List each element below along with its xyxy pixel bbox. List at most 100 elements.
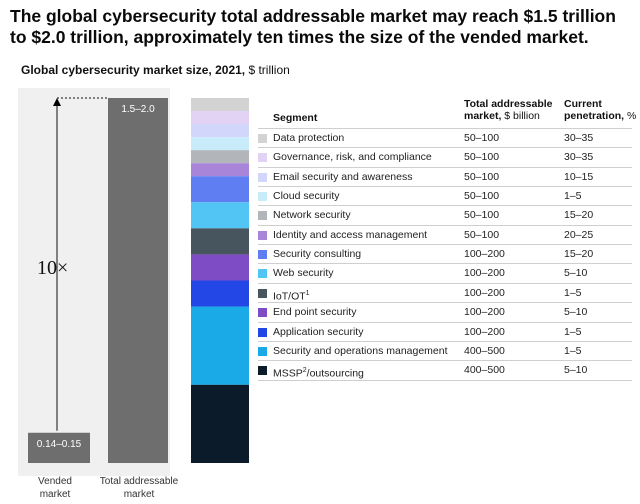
segment-penetration: 30–35 <box>564 151 594 164</box>
segment-swatch <box>258 288 267 298</box>
stack-segment-6 <box>191 163 249 177</box>
bar-total-addressable-market <box>108 98 168 463</box>
table-divider <box>258 360 632 362</box>
segment-name-text: Cloud security <box>273 190 340 203</box>
segment-name: Web security <box>273 264 334 283</box>
segment-tam: 100–200 <box>464 248 505 261</box>
table-divider <box>258 282 632 284</box>
table-divider <box>258 166 632 168</box>
category-label-line1: Vended <box>38 476 72 487</box>
segment-swatch <box>258 153 267 163</box>
table-divider <box>258 379 632 381</box>
segment-tam: 400–500 <box>464 364 505 377</box>
segment-penetration: 1–5 <box>564 344 582 357</box>
segment-penetration: 1–5 <box>564 190 582 203</box>
headline: The global cybersecurity total addressab… <box>10 6 616 47</box>
header-penetration: Current penetration, % <box>564 98 636 122</box>
header-tam: Total addressable market, $ billion <box>464 98 553 122</box>
segment-name: IoT/OT1 <box>273 284 310 307</box>
segment-name: Identity and access management <box>273 226 427 245</box>
segment-name-text: End point security <box>273 306 357 319</box>
segment-tam: 50–100 <box>464 209 500 222</box>
subtitle-unit: $ trillion <box>248 63 290 77</box>
segment-name-text: IoT/OT <box>273 290 306 303</box>
footnote-marker: 2 <box>302 367 307 375</box>
segment-penetration: 1–5 <box>564 325 582 338</box>
table-divider <box>258 302 632 304</box>
segment-tam: 50–100 <box>464 190 500 203</box>
table-row: Cloud security 50–100 1–5 <box>258 187 640 206</box>
table-divider <box>258 128 632 129</box>
category-label-line2: market <box>124 489 155 500</box>
segment-name-text: Network security <box>273 209 351 222</box>
table-divider <box>258 186 632 188</box>
stack-segment-10 <box>191 254 249 281</box>
segment-name-text: MSSP <box>273 367 303 380</box>
footnote-marker: 1 <box>305 289 310 297</box>
chart-subtitle: Global cybersecurity market size, 2021, … <box>21 63 290 77</box>
table-divider <box>258 205 632 207</box>
segment-name-text: Security and operations management <box>273 344 448 357</box>
segment-name: Application security <box>273 323 363 342</box>
segment-penetration: 15–20 <box>564 248 594 261</box>
header-pen-line1: Current <box>564 98 602 110</box>
header-pen-line2: penetration, % <box>564 110 636 122</box>
segment-swatch <box>258 230 267 240</box>
segment-name-text: Security consulting <box>273 248 362 261</box>
segment-tam: 400–500 <box>464 344 505 357</box>
table-divider <box>258 244 632 246</box>
segment-swatch <box>258 346 267 356</box>
segment-tam: 100–200 <box>464 267 505 280</box>
stack-segment-4 <box>191 137 249 151</box>
segment-swatch <box>258 269 267 279</box>
segment-tam: 50–100 <box>464 151 500 164</box>
table-divider <box>258 147 632 149</box>
segment-name: Email security and awareness <box>273 168 412 187</box>
segment-name-text: Email security and awareness <box>273 170 413 183</box>
segment-tam: 50–100 <box>464 132 500 144</box>
multiplier-arrowhead <box>53 98 61 106</box>
segment-swatch <box>258 134 267 143</box>
table-row: Web security 100–200 5–10 <box>258 264 640 283</box>
stack-segment-12 <box>191 306 249 385</box>
segment-name: Cloud security <box>273 187 340 206</box>
table-divider <box>258 340 632 342</box>
segment-name: Governance, risk, and compliance <box>273 148 432 167</box>
segment-penetration: 10–15 <box>564 170 594 183</box>
segment-name: Security and operations management <box>273 342 448 361</box>
segment-name-text: Application security <box>273 325 364 338</box>
stack-segment-2 <box>191 111 249 125</box>
segment-name: End point security <box>273 303 356 322</box>
value-label-vended: 0.14–0.15 <box>37 439 82 450</box>
table-row: Governance, risk, and compliance 50–100 30… <box>258 148 640 167</box>
segment-swatch <box>258 211 267 221</box>
segment-penetration: 30–35 <box>564 132 594 144</box>
segment-tam: 100–200 <box>464 286 505 299</box>
header-tam-unit: $ billion <box>504 110 540 122</box>
stack-segment-1 <box>191 98 249 112</box>
segment-penetration: 1–5 <box>564 286 582 299</box>
header-tam-line1: Total addressable <box>464 98 553 110</box>
header-pen-word: penetration, <box>564 110 625 122</box>
segment-penetration: 5–10 <box>564 364 588 377</box>
table-divider <box>258 224 632 226</box>
table-row: Network security 50–100 15–20 <box>258 206 640 225</box>
table-row: Security and operations management 400–50… <box>258 342 640 361</box>
segment-swatch <box>258 327 267 337</box>
table-row: MSSP2/outsourcing 400–500 5–10 <box>258 361 640 380</box>
table-divider <box>258 321 632 323</box>
segment-tam: 50–100 <box>464 170 500 183</box>
segment-swatch <box>258 172 267 182</box>
table-row: Security consulting 100–200 15–20 <box>258 245 640 264</box>
header-tam-word: market, <box>464 110 502 122</box>
table-row: Data protection 50–100 30–35 <box>258 129 640 148</box>
table-row: Application security 100–200 1–5 <box>258 323 640 342</box>
segment-tam: 100–200 <box>464 306 505 319</box>
segment-swatch <box>258 366 267 376</box>
header-pen-unit: % <box>627 110 637 122</box>
stack-segment-7 <box>191 176 249 203</box>
table-row: Identity and access management 50–100 20–2… <box>258 226 640 245</box>
table-divider <box>258 263 632 265</box>
segment-name: MSSP2/outsourcing <box>273 361 364 384</box>
segment-name: Network security <box>273 206 351 225</box>
